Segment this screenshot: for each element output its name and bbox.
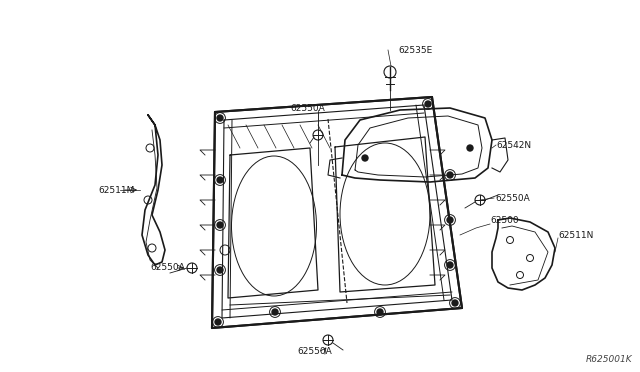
Circle shape xyxy=(215,319,221,325)
Circle shape xyxy=(447,172,453,178)
Text: 62550A: 62550A xyxy=(291,103,325,112)
Text: 62542N: 62542N xyxy=(496,141,531,150)
Circle shape xyxy=(362,155,368,161)
Circle shape xyxy=(323,335,333,345)
Circle shape xyxy=(475,195,485,205)
Text: 62550A: 62550A xyxy=(298,347,332,356)
Circle shape xyxy=(217,177,223,183)
Circle shape xyxy=(313,130,323,140)
Circle shape xyxy=(467,145,473,151)
Circle shape xyxy=(272,309,278,315)
Text: R625001K: R625001K xyxy=(586,355,632,364)
Circle shape xyxy=(447,217,453,223)
Text: 62511N: 62511N xyxy=(558,231,593,240)
Circle shape xyxy=(425,101,431,107)
Text: 62500: 62500 xyxy=(490,215,518,224)
Circle shape xyxy=(452,300,458,306)
Circle shape xyxy=(447,262,453,268)
Text: 62550A: 62550A xyxy=(150,263,185,273)
Circle shape xyxy=(187,263,197,273)
Text: 62550A: 62550A xyxy=(495,193,530,202)
Text: 62511M: 62511M xyxy=(98,186,134,195)
Circle shape xyxy=(217,222,223,228)
Circle shape xyxy=(217,115,223,121)
Circle shape xyxy=(377,309,383,315)
Text: 62535E: 62535E xyxy=(398,45,432,55)
Circle shape xyxy=(217,267,223,273)
